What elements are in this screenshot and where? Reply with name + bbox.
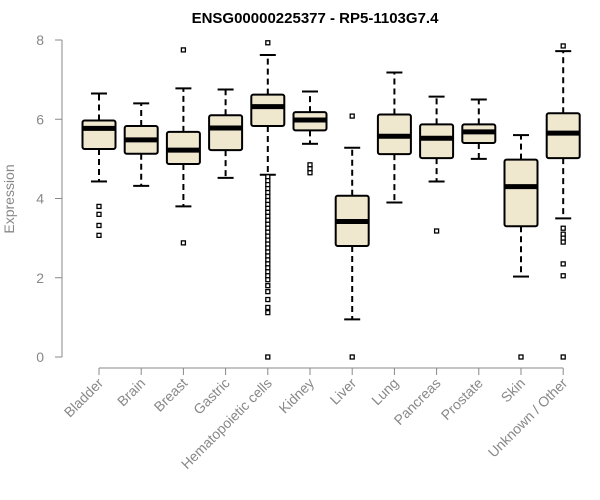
x-tick-label: Liver (327, 375, 360, 408)
y-tick-label: 8 (36, 32, 44, 48)
outlier-point (96, 232, 102, 239)
box-bladder (81, 92, 117, 239)
x-tick-label: Lung (368, 375, 401, 408)
y-tick-label: 2 (36, 270, 44, 286)
outlier-point (560, 225, 566, 231)
box-prostate (461, 98, 497, 160)
outlier-point (349, 354, 355, 360)
iqr-box (545, 112, 581, 160)
y-axis: 0 2 4 6 8 (36, 32, 63, 365)
iqr-box (208, 114, 244, 152)
x-tick-label: Pancreas (391, 375, 444, 428)
outlier-point (96, 222, 102, 229)
outlier-point (560, 43, 566, 49)
outlier-point (560, 261, 566, 267)
y-tick-label: 6 (36, 111, 44, 127)
outlier-point (518, 354, 524, 360)
box-hematopoietic-cells (250, 40, 286, 360)
outlier-point (265, 277, 271, 283)
outlier-point (307, 170, 313, 176)
box-liver (334, 113, 370, 360)
outlier-point (265, 288, 271, 295)
iqr-box (250, 93, 286, 127)
iqr-box (503, 158, 539, 228)
outlier-point (265, 304, 271, 311)
x-tick-label: Bladder (61, 375, 107, 421)
box-kidney (292, 90, 328, 176)
x-tick-label: Brain (114, 375, 148, 409)
outlier-point (560, 354, 566, 360)
y-axis-label: Expression (1, 164, 17, 233)
x-tick-label: Breast (151, 375, 191, 415)
chart-title: ENSG00000225377 - RP5-1103G7.4 (192, 10, 439, 27)
outlier-point (180, 47, 187, 53)
iqr-box (81, 119, 117, 150)
outlier-point (96, 211, 102, 218)
box-lung (376, 71, 412, 204)
box-gastric (208, 88, 244, 179)
box-breast (165, 47, 201, 246)
outlier-point (265, 309, 271, 316)
box-pancreas (419, 95, 455, 234)
outlier-point (560, 239, 566, 245)
y-tick-label: 0 (36, 349, 44, 365)
outlier-point (433, 228, 440, 234)
outlier-point (265, 354, 271, 360)
boxes (81, 40, 581, 360)
box-skin (503, 134, 539, 360)
outlier-point (265, 40, 271, 46)
box-unknown-other (545, 43, 581, 360)
x-tick-label: Unknown / Other (485, 375, 571, 461)
x-tick-label: Kidney (276, 375, 318, 417)
x-tick-label: Skin (498, 375, 529, 406)
x-tick-label: Prostate (438, 375, 486, 423)
outlier-point (349, 113, 355, 119)
outlier-point (180, 240, 187, 246)
outlier-point (96, 203, 102, 210)
outlier-point (560, 273, 566, 279)
y-tick-label: 4 (36, 191, 44, 207)
outlier-point (265, 296, 271, 303)
box-brain (123, 102, 159, 187)
iqr-box (419, 123, 455, 160)
outlier-point (265, 283, 271, 289)
